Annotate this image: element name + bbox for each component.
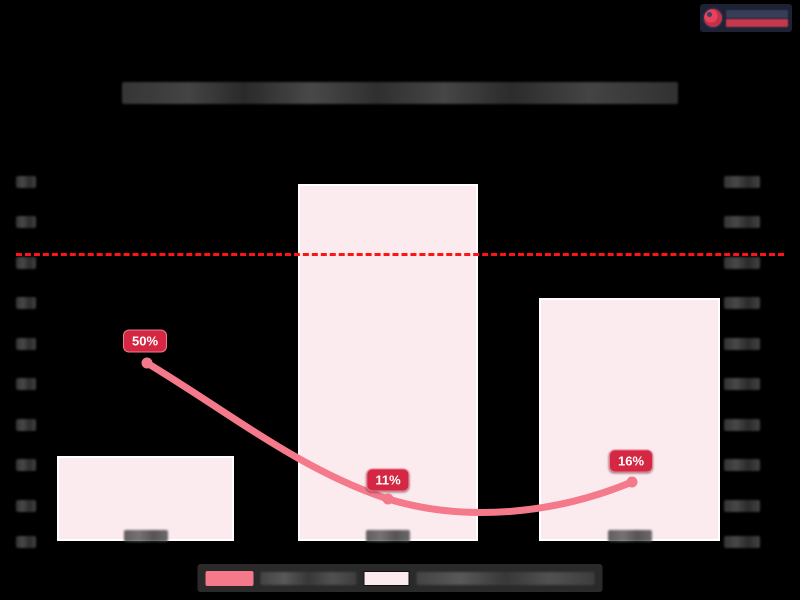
x-axis-tick-label-2 <box>608 530 652 542</box>
data-label-0: 50% <box>122 329 168 353</box>
y-axis-right-tick-9 <box>724 536 760 548</box>
y-axis-left-tick-0 <box>16 176 36 188</box>
y-axis-right-tick-3 <box>724 297 760 309</box>
y-axis-left-tick-5 <box>16 378 36 390</box>
data-label-2: 16% <box>608 449 654 473</box>
chart-title-redacted <box>122 82 678 104</box>
brand-logo-text <box>726 9 788 27</box>
y-axis-left-tick-3 <box>16 297 36 309</box>
y-axis-left-tick-9 <box>16 536 36 548</box>
y-axis-left-tick-2 <box>16 257 36 269</box>
bar-category-2[interactable] <box>539 298 720 541</box>
y-axis-right-tick-5 <box>724 378 760 390</box>
legend-swatch-bar[interactable] <box>363 570 410 586</box>
y-axis-right-tick-7 <box>724 459 760 471</box>
chart-title <box>0 78 800 108</box>
y-axis-right-tick-4 <box>724 338 760 350</box>
y-axis-right-tick-1 <box>724 216 760 228</box>
x-axis-tick-label-0 <box>124 530 168 542</box>
circular-logo-icon <box>704 9 722 27</box>
legend-label-0-redacted <box>260 571 357 585</box>
brand-logo-line2-redacted <box>726 18 788 27</box>
y-axis-left-tick-8 <box>16 500 36 512</box>
y-axis-right-tick-8 <box>724 500 760 512</box>
legend-label-1-redacted <box>416 571 595 585</box>
y-axis-left-tick-6 <box>16 419 36 431</box>
legend-swatch-line[interactable] <box>205 570 254 586</box>
brand-logo-line1-redacted <box>726 9 788 18</box>
x-axis-tick-label-1 <box>366 530 410 542</box>
y-axis-right-tick-6 <box>724 419 760 431</box>
brand-logo <box>700 4 792 32</box>
bar-category-0[interactable] <box>57 456 234 541</box>
y-axis-right-tick-0 <box>724 176 760 188</box>
y-axis-left-tick-7 <box>16 459 36 471</box>
chart-legend <box>197 564 603 592</box>
y-axis-left-tick-4 <box>16 338 36 350</box>
y-axis-left-tick-1 <box>16 216 36 228</box>
y-axis-right-tick-2 <box>724 257 760 269</box>
data-label-1: 11% <box>366 468 410 492</box>
reference-line <box>16 253 784 256</box>
